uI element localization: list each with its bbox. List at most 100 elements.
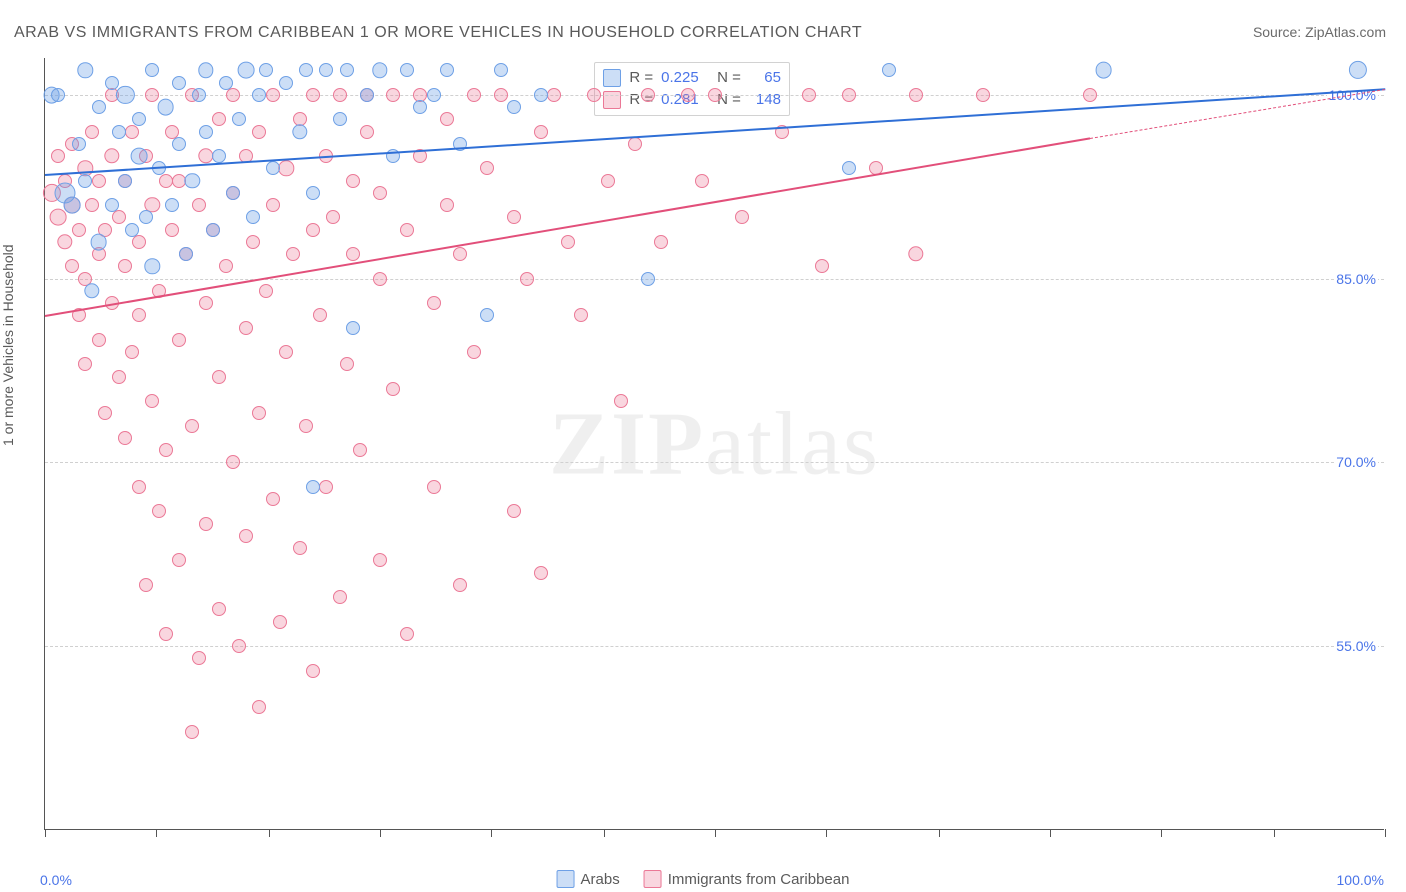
- scatter-point-arab: [534, 88, 548, 102]
- r-label: R =: [629, 67, 653, 89]
- scatter-point-caribbean: [373, 272, 387, 286]
- scatter-point-arab: [259, 63, 273, 77]
- scatter-point-arab: [63, 197, 80, 214]
- scatter-point-arab: [130, 148, 147, 165]
- scatter-point-caribbean: [159, 627, 173, 641]
- legend-swatch: [603, 69, 621, 87]
- scatter-point-caribbean: [842, 88, 856, 102]
- scatter-point-arab: [72, 137, 86, 151]
- scatter-point-caribbean: [293, 541, 307, 555]
- scatter-point-caribbean: [440, 198, 454, 212]
- y-tick-label: 55.0%: [1334, 638, 1378, 654]
- scatter-point-caribbean: [85, 125, 99, 139]
- scatter-point-arab: [185, 173, 200, 188]
- scatter-point-arab: [139, 210, 153, 224]
- scatter-point-caribbean: [226, 88, 240, 102]
- scatter-point-caribbean: [259, 284, 273, 298]
- scatter-point-arab: [226, 186, 240, 200]
- scatter-point-arab: [340, 63, 354, 77]
- scatter-point-caribbean: [313, 308, 327, 322]
- scatter-point-caribbean: [65, 259, 79, 273]
- n-label: N =: [717, 67, 741, 89]
- scatter-point-caribbean: [72, 223, 86, 237]
- scatter-point-arab: [118, 174, 132, 188]
- scatter-point-caribbean: [159, 443, 173, 457]
- scatter-point-caribbean: [641, 88, 655, 102]
- legend-swatch: [644, 870, 662, 888]
- scatter-point-arab: [400, 63, 414, 77]
- x-tick: [1385, 829, 1386, 837]
- scatter-point-caribbean: [534, 566, 548, 580]
- scatter-point-arab: [77, 63, 92, 78]
- legend-row: R =0.225N =65: [603, 67, 781, 89]
- x-tick: [491, 829, 492, 837]
- scatter-point-caribbean: [346, 247, 360, 261]
- scatter-point-caribbean: [681, 88, 695, 102]
- chart-title: ARAB VS IMMIGRANTS FROM CARIBBEAN 1 OR M…: [14, 24, 862, 42]
- watermark: ZIPatlas: [549, 392, 880, 495]
- x-axis-max-label: 100.0%: [1337, 872, 1384, 888]
- scatter-point-caribbean: [51, 149, 65, 163]
- scatter-point-caribbean: [453, 578, 467, 592]
- scatter-point-arab: [157, 99, 174, 116]
- scatter-point-caribbean: [132, 235, 146, 249]
- scatter-point-caribbean: [132, 480, 146, 494]
- scatter-point-arab: [306, 480, 320, 494]
- scatter-point-caribbean: [386, 88, 400, 102]
- scatter-point-caribbean: [1083, 88, 1097, 102]
- y-tick-label: 85.0%: [1334, 271, 1378, 287]
- scatter-point-caribbean: [286, 247, 300, 261]
- scatter-point-caribbean: [520, 272, 534, 286]
- scatter-point-arab: [427, 88, 441, 102]
- scatter-point-arab: [842, 161, 856, 175]
- scatter-point-caribbean: [104, 148, 119, 163]
- scatter-point-arab: [306, 186, 320, 200]
- legend-swatch: [603, 91, 621, 109]
- scatter-point-caribbean: [145, 88, 159, 102]
- scatter-point-caribbean: [561, 235, 575, 249]
- scatter-point-caribbean: [306, 88, 320, 102]
- scatter-point-caribbean: [192, 198, 206, 212]
- scatter-point-caribbean: [125, 125, 139, 139]
- x-tick: [939, 829, 940, 837]
- scatter-point-caribbean: [480, 161, 494, 175]
- legend-label: Immigrants from Caribbean: [668, 871, 850, 888]
- x-tick: [156, 829, 157, 837]
- legend-item: Immigrants from Caribbean: [644, 870, 850, 888]
- scatter-point-arab: [192, 88, 206, 102]
- x-tick: [1050, 829, 1051, 837]
- scatter-point-caribbean: [98, 406, 112, 420]
- scatter-point-caribbean: [346, 174, 360, 188]
- scatter-point-caribbean: [400, 627, 414, 641]
- scatter-point-caribbean: [306, 664, 320, 678]
- scatter-point-caribbean: [185, 419, 199, 433]
- scatter-point-caribbean: [239, 321, 253, 335]
- scatter-point-caribbean: [219, 259, 233, 273]
- x-tick: [826, 829, 827, 837]
- scatter-point-caribbean: [199, 517, 213, 531]
- n-value: 148: [749, 89, 781, 111]
- scatter-point-caribbean: [118, 431, 132, 445]
- scatter-point-arab: [172, 76, 186, 90]
- scatter-point-caribbean: [198, 148, 213, 163]
- scatter-point-caribbean: [440, 112, 454, 126]
- scatter-point-arab: [238, 62, 255, 79]
- scatter-point-caribbean: [252, 406, 266, 420]
- scatter-point-caribbean: [319, 480, 333, 494]
- scatter-point-caribbean: [815, 259, 829, 273]
- x-tick: [604, 829, 605, 837]
- scatter-point-arab: [252, 88, 266, 102]
- scatter-point-caribbean: [735, 210, 749, 224]
- scatter-point-arab: [494, 63, 508, 77]
- scatter-point-caribbean: [226, 455, 240, 469]
- series-legend: ArabsImmigrants from Caribbean: [557, 870, 850, 888]
- scatter-point-arab: [206, 223, 220, 237]
- y-axis-title: 1 or more Vehicles in Household: [0, 244, 16, 446]
- scatter-point-caribbean: [266, 198, 280, 212]
- scatter-point-caribbean: [112, 210, 126, 224]
- scatter-point-caribbean: [266, 492, 280, 506]
- scatter-point-arab: [1095, 62, 1112, 79]
- scatter-point-caribbean: [118, 259, 132, 273]
- scatter-point-caribbean: [587, 88, 601, 102]
- x-tick: [380, 829, 381, 837]
